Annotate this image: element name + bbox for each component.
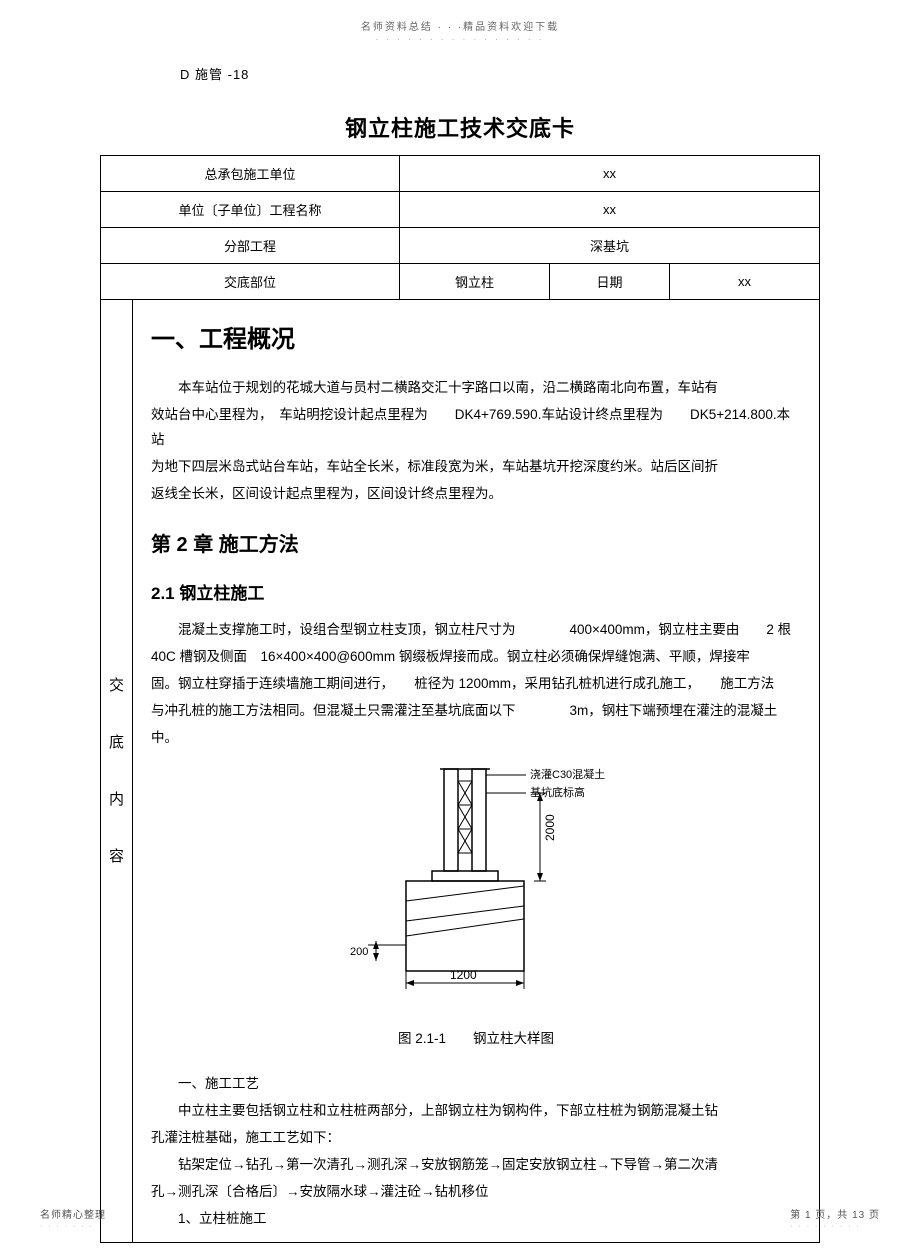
- row-contractor: 总承包施工单位 xx: [101, 156, 820, 192]
- para-process-heading: 一、施工工艺: [151, 1072, 801, 1097]
- para-process-3: 钻架定位→钻孔→第一次清孔→测孔深→安放钢筋笼→固定安放钢立柱→下导管→第二次清: [151, 1153, 801, 1178]
- top-header-text: 名师资料总结 · · ·精品资料欢迎下载: [0, 0, 920, 33]
- label-location: 交底部位: [101, 264, 400, 300]
- diagram-label-concrete: 浇灌C30混凝土: [530, 767, 605, 781]
- sidebar-label: 交 底 内 容: [101, 300, 133, 1243]
- para-process-5: 1、立柱桩施工: [151, 1207, 801, 1232]
- para-method-2: 40C 槽钢及侧面 16×400×400@600mm 钢缀板焊接而成。钢立柱必须…: [151, 645, 801, 670]
- document-code: D 施管 -18: [180, 64, 920, 83]
- para-process-1: 中立柱主要包括钢立柱和立柱桩两部分，上部钢立柱为钢构件，下部立柱桩为钢筋混凝土钻: [151, 1099, 801, 1124]
- para-overview-1: 本车站位于规划的花城大道与员村二横路交汇十字路口以南，沿二横路南北向布置，车站有: [151, 376, 801, 401]
- diagram-label-pit-bottom: 基坑底标高: [530, 785, 585, 799]
- footer-left-dots: · · · · · · ·: [40, 1223, 106, 1230]
- label-subsection: 分部工程: [101, 228, 400, 264]
- para-method-1: 混凝土支撑施工时，设组合型钢立柱支顶，钢立柱尺寸为 400×400mm，钢立柱主…: [151, 618, 801, 643]
- para-process-4: 孔→测孔深〔合格后〕→安放隔水球→灌注砼→钻机移位: [151, 1180, 801, 1205]
- row-subsection: 分部工程 深基坑: [101, 228, 820, 264]
- para-overview-3: 为地下四层米岛式站台车站，车站全长米，标准段宽为米，车站基坑开挖深度约米。站后区…: [151, 455, 801, 480]
- figure-caption: 图 2.1-1 钢立柱大样图: [151, 1027, 801, 1052]
- value-contractor: xx: [400, 156, 820, 192]
- main-table: 总承包施工单位 xx 单位〔子单位〕工程名称 xx 分部工程 深基坑 交底部位 …: [100, 155, 820, 1243]
- heading-overview: 一、工程概况: [151, 318, 801, 362]
- row-project-name: 单位〔子单位〕工程名称 xx: [101, 192, 820, 228]
- footer-right: 第 1 页，共 13 页 · · · · · · · · ·: [790, 1206, 880, 1230]
- sidebar-char-1: 交: [101, 657, 132, 714]
- content-cell: 一、工程概况 本车站位于规划的花城大道与员村二横路交汇十字路口以南，沿二横路南北…: [133, 300, 820, 1243]
- diagram-dim-200: 200: [350, 946, 368, 958]
- footer-right-text: 第 1 页，共 13 页: [790, 1210, 880, 1221]
- diagram-dim-2000: 2000: [543, 813, 557, 840]
- row-location: 交底部位 钢立柱 日期 xx: [101, 264, 820, 300]
- footer-left: 名师精心整理 · · · · · · ·: [40, 1206, 106, 1230]
- label-contractor: 总承包施工单位: [101, 156, 400, 192]
- value-location: 钢立柱: [400, 264, 550, 300]
- main-title: 钢立柱施工技术交底卡: [0, 111, 920, 143]
- para-process-2: 孔灌注桩基础，施工工艺如下：: [151, 1126, 801, 1151]
- figure-wrap: 浇灌C30混凝土 基坑底标高: [151, 761, 801, 1010]
- footer-left-text: 名师精心整理: [40, 1210, 106, 1221]
- sidebar-char-4: 容: [101, 828, 132, 885]
- steel-column-diagram: 浇灌C30混凝土 基坑底标高: [326, 761, 626, 1001]
- value-project-name: xx: [400, 192, 820, 228]
- footer-right-dots: · · · · · · · · ·: [790, 1223, 880, 1230]
- value-date: xx: [670, 264, 820, 300]
- para-method-4: 与冲孔桩的施工方法相同。但混凝土只需灌注至基坑底面以下 3m，钢柱下端预埋在灌注…: [151, 699, 801, 724]
- heading-chapter-2: 第 2 章 施工方法: [151, 527, 801, 564]
- heading-2-1: 2.1 钢立柱施工: [151, 578, 801, 609]
- label-project-name: 单位〔子单位〕工程名称: [101, 192, 400, 228]
- label-date: 日期: [550, 264, 670, 300]
- content-row: 交 底 内 容 一、工程概况 本车站位于规划的花城大道与员村二横路交汇十字路口以…: [101, 300, 820, 1243]
- sidebar-char-3: 内: [101, 771, 132, 828]
- para-overview-4: 返线全长米，区间设计起点里程为，区间设计终点里程为。: [151, 482, 801, 507]
- value-subsection: 深基坑: [400, 228, 820, 264]
- diagram-dim-1200: 1200: [450, 968, 477, 982]
- top-header-dots: · · · · · · · · · · · · · · · ·: [0, 35, 920, 44]
- para-overview-2: 效站台中心里程为， 车站明挖设计起点里程为 DK4+769.590.车站设计终点…: [151, 403, 801, 453]
- sidebar-char-2: 底: [101, 714, 132, 771]
- para-method-5: 中。: [151, 726, 801, 751]
- para-method-3: 固。钢立柱穿插于连续墙施工期间进行， 桩径为 1200mm，采用钻孔桩机进行成孔…: [151, 672, 801, 697]
